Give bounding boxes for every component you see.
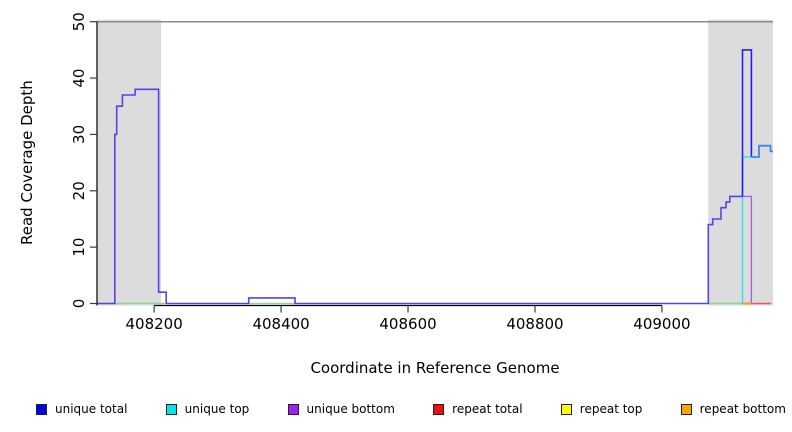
y-tick-label: 50 bbox=[70, 12, 88, 31]
unique-total-tail-line bbox=[751, 144, 773, 158]
x-tick-label: 408800 bbox=[506, 315, 563, 333]
y-tick-label: 40 bbox=[70, 69, 88, 88]
unique-top-swatch bbox=[165, 403, 177, 415]
legend-label: unique bottom bbox=[306, 402, 395, 416]
legend-label: repeat total bbox=[452, 402, 523, 416]
y-tick-label: 30 bbox=[70, 125, 88, 144]
x-tick-label: 408400 bbox=[252, 315, 309, 333]
unique-total-spike-line bbox=[741, 49, 753, 197]
legend-item-unique-top: unique top bbox=[165, 402, 250, 416]
legend-item-unique-total: unique total bbox=[36, 402, 127, 416]
unique-bottom-swatch bbox=[287, 403, 299, 415]
x-axis-title: Coordinate in Reference Genome bbox=[310, 359, 559, 377]
legend-label: repeat top bbox=[579, 402, 643, 416]
legend: unique total unique top unique bottom re… bbox=[36, 398, 786, 420]
legend-label: unique total bbox=[55, 402, 128, 416]
masked-region-right bbox=[708, 19, 773, 306]
unique-total-swatch bbox=[36, 403, 47, 415]
y-tick-label: 0 bbox=[70, 299, 88, 309]
repeat-bottom-swatch bbox=[680, 403, 692, 415]
coverage-depth-chart: 408200 408400 408600 408800 409000 0 10 20 30 40 5… bbox=[18, 12, 773, 377]
x-tick-label: 409000 bbox=[633, 315, 690, 333]
legend-item-repeat-total: repeat total bbox=[433, 402, 523, 416]
repeat-total-swatch bbox=[433, 403, 445, 415]
legend-label: repeat bottom bbox=[699, 402, 786, 416]
y-axis-title: Read Coverage Depth bbox=[18, 80, 36, 245]
unique-total-main-line bbox=[97, 88, 743, 305]
x-tick-label: 408600 bbox=[379, 315, 436, 333]
y-tick-label: 10 bbox=[70, 238, 88, 257]
legend-item-repeat-bottom: repeat bottom bbox=[680, 402, 786, 416]
unique-bottom-purple-line bbox=[743, 195, 753, 304]
legend-label: unique top bbox=[184, 402, 250, 416]
legend-item-repeat-top: repeat top bbox=[560, 402, 643, 416]
masked-region-left bbox=[97, 19, 162, 306]
legend-item-unique-bottom: unique bottom bbox=[287, 402, 395, 416]
y-tick-label: 20 bbox=[70, 181, 88, 200]
repeat-top-swatch bbox=[560, 403, 572, 415]
x-tick-label: 408200 bbox=[125, 315, 182, 333]
